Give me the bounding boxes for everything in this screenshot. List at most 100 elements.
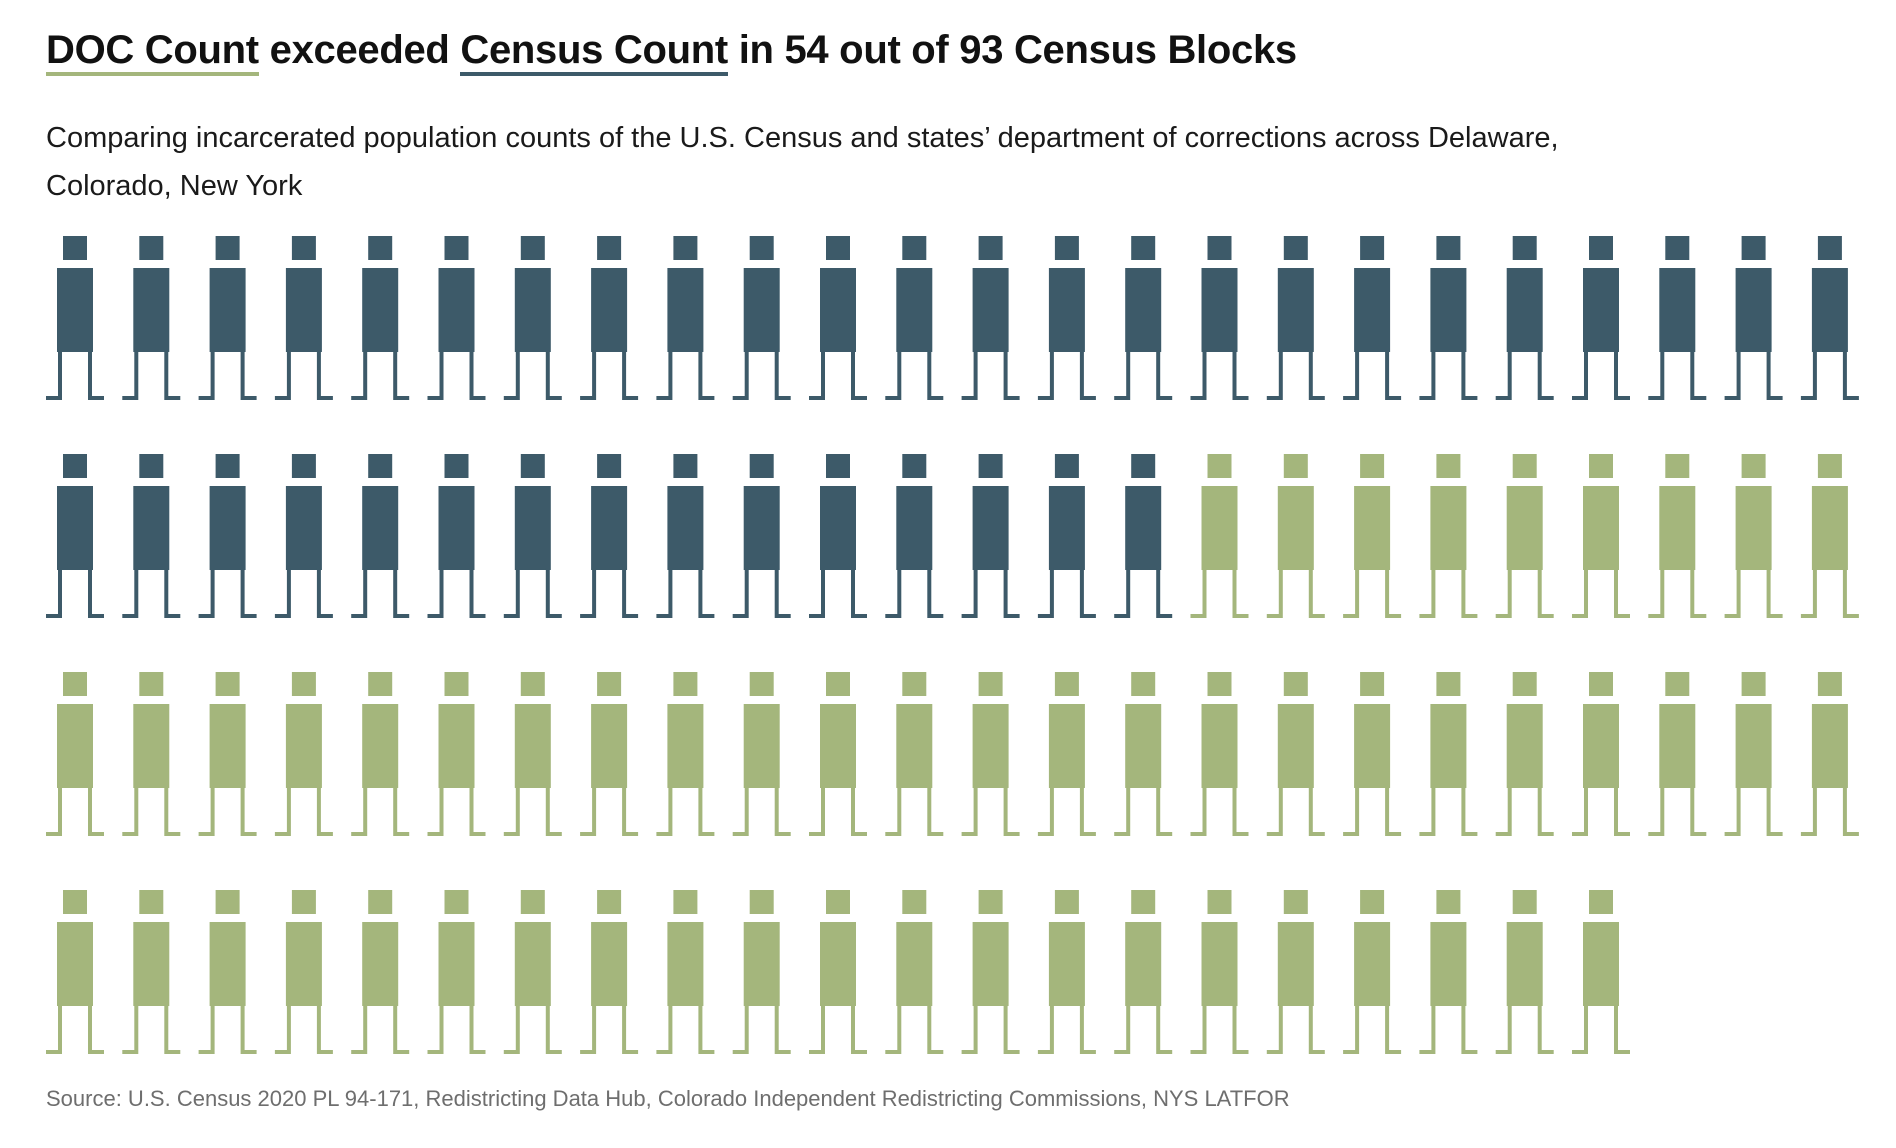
person-icon xyxy=(1266,672,1325,836)
title-connector-text: exceeded xyxy=(258,28,461,72)
person-icon xyxy=(1037,454,1096,618)
person-icon xyxy=(1648,672,1707,836)
person-icon xyxy=(656,236,715,400)
person-icon xyxy=(1114,236,1173,400)
person-icon xyxy=(198,454,257,618)
person-icon xyxy=(1800,454,1859,618)
person-icon xyxy=(1266,454,1325,618)
person-icon xyxy=(1114,672,1173,836)
person-icon xyxy=(809,236,867,400)
person-icon xyxy=(274,454,333,618)
person-icon xyxy=(961,236,1020,400)
person-icon xyxy=(1266,236,1325,400)
person-icon xyxy=(503,672,562,836)
person-icon xyxy=(1419,672,1478,836)
person-icon xyxy=(351,236,410,400)
person-icon xyxy=(1190,890,1249,1054)
person-icon xyxy=(351,672,410,836)
title-census-count-label: Census Count xyxy=(460,28,728,76)
person-icon xyxy=(1343,454,1402,618)
person-icon xyxy=(503,454,562,618)
person-icon xyxy=(1037,672,1096,836)
person-icon xyxy=(1114,890,1173,1054)
title-doc-count-label: DOC Count xyxy=(46,28,259,76)
person-icon xyxy=(961,454,1020,618)
person-icon xyxy=(427,672,486,836)
person-icon xyxy=(1419,890,1478,1054)
person-icon xyxy=(732,454,791,618)
person-icon xyxy=(46,236,104,400)
person-icon xyxy=(656,454,715,618)
person-icon xyxy=(885,236,944,400)
person-icon xyxy=(1190,236,1249,400)
person-icon xyxy=(1266,890,1325,1054)
person-icon xyxy=(580,236,639,400)
person-icon xyxy=(1800,236,1859,400)
person-icon xyxy=(1724,672,1783,836)
person-icon xyxy=(1495,454,1554,618)
person-icon xyxy=(656,890,715,1054)
person-icon xyxy=(46,890,104,1054)
person-icon xyxy=(1343,672,1402,836)
person-icon xyxy=(1419,454,1478,618)
person-icon xyxy=(885,454,944,618)
person-icon xyxy=(122,454,181,618)
person-icon xyxy=(1648,454,1707,618)
person-icon xyxy=(1037,236,1096,400)
person-icon xyxy=(503,890,562,1054)
person-icon xyxy=(122,672,181,836)
person-icon xyxy=(1724,236,1783,400)
person-icon xyxy=(198,890,257,1054)
person-icon xyxy=(1343,236,1402,400)
person-icon xyxy=(1572,454,1630,618)
person-icon xyxy=(1343,890,1402,1054)
person-icon xyxy=(274,890,333,1054)
person-icon xyxy=(351,454,410,618)
person-icon xyxy=(1190,454,1249,618)
person-icon xyxy=(198,236,257,400)
person-icon xyxy=(885,890,944,1054)
person-icon xyxy=(1114,454,1173,618)
chart-title: DOC Count exceeded Census Count in 54 ou… xyxy=(46,26,1297,76)
person-icon xyxy=(1572,890,1630,1054)
person-icon xyxy=(1724,454,1783,618)
person-icon xyxy=(1419,236,1478,400)
person-icon xyxy=(580,890,639,1054)
person-icon xyxy=(580,672,639,836)
person-icon xyxy=(122,890,181,1054)
person-icon xyxy=(1572,672,1630,836)
person-icon xyxy=(732,672,791,836)
person-icon xyxy=(198,672,257,836)
person-icon xyxy=(580,454,639,618)
person-icon xyxy=(1495,890,1554,1054)
person-icon xyxy=(503,236,562,400)
title-summary-text: in 54 out of 93 Census Blocks xyxy=(727,28,1297,72)
chart-subtitle: Comparing incarcerated population counts… xyxy=(46,122,1559,202)
person-icon xyxy=(427,454,486,618)
person-icon xyxy=(274,672,333,836)
person-icon xyxy=(961,672,1020,836)
person-icon xyxy=(809,672,867,836)
person-icon xyxy=(1037,890,1096,1054)
person-icon xyxy=(1495,236,1554,400)
person-icon xyxy=(885,672,944,836)
person-icon xyxy=(46,454,104,618)
person-icon xyxy=(46,672,104,836)
person-icon xyxy=(1648,236,1707,400)
source-note: Source: U.S. Census 2020 PL 94-171, Redi… xyxy=(46,1086,1290,1111)
person-icon xyxy=(732,236,791,400)
person-icon xyxy=(809,890,867,1054)
person-icon xyxy=(1572,236,1630,400)
person-icon xyxy=(122,236,181,400)
person-icon xyxy=(351,890,410,1054)
person-icon xyxy=(809,454,867,618)
person-icon xyxy=(1190,672,1249,836)
person-icon xyxy=(427,236,486,400)
person-icon xyxy=(1800,672,1859,836)
person-icon xyxy=(732,890,791,1054)
person-icon xyxy=(1495,672,1554,836)
person-icon xyxy=(961,890,1020,1054)
person-icon xyxy=(656,672,715,836)
person-icon xyxy=(427,890,486,1054)
